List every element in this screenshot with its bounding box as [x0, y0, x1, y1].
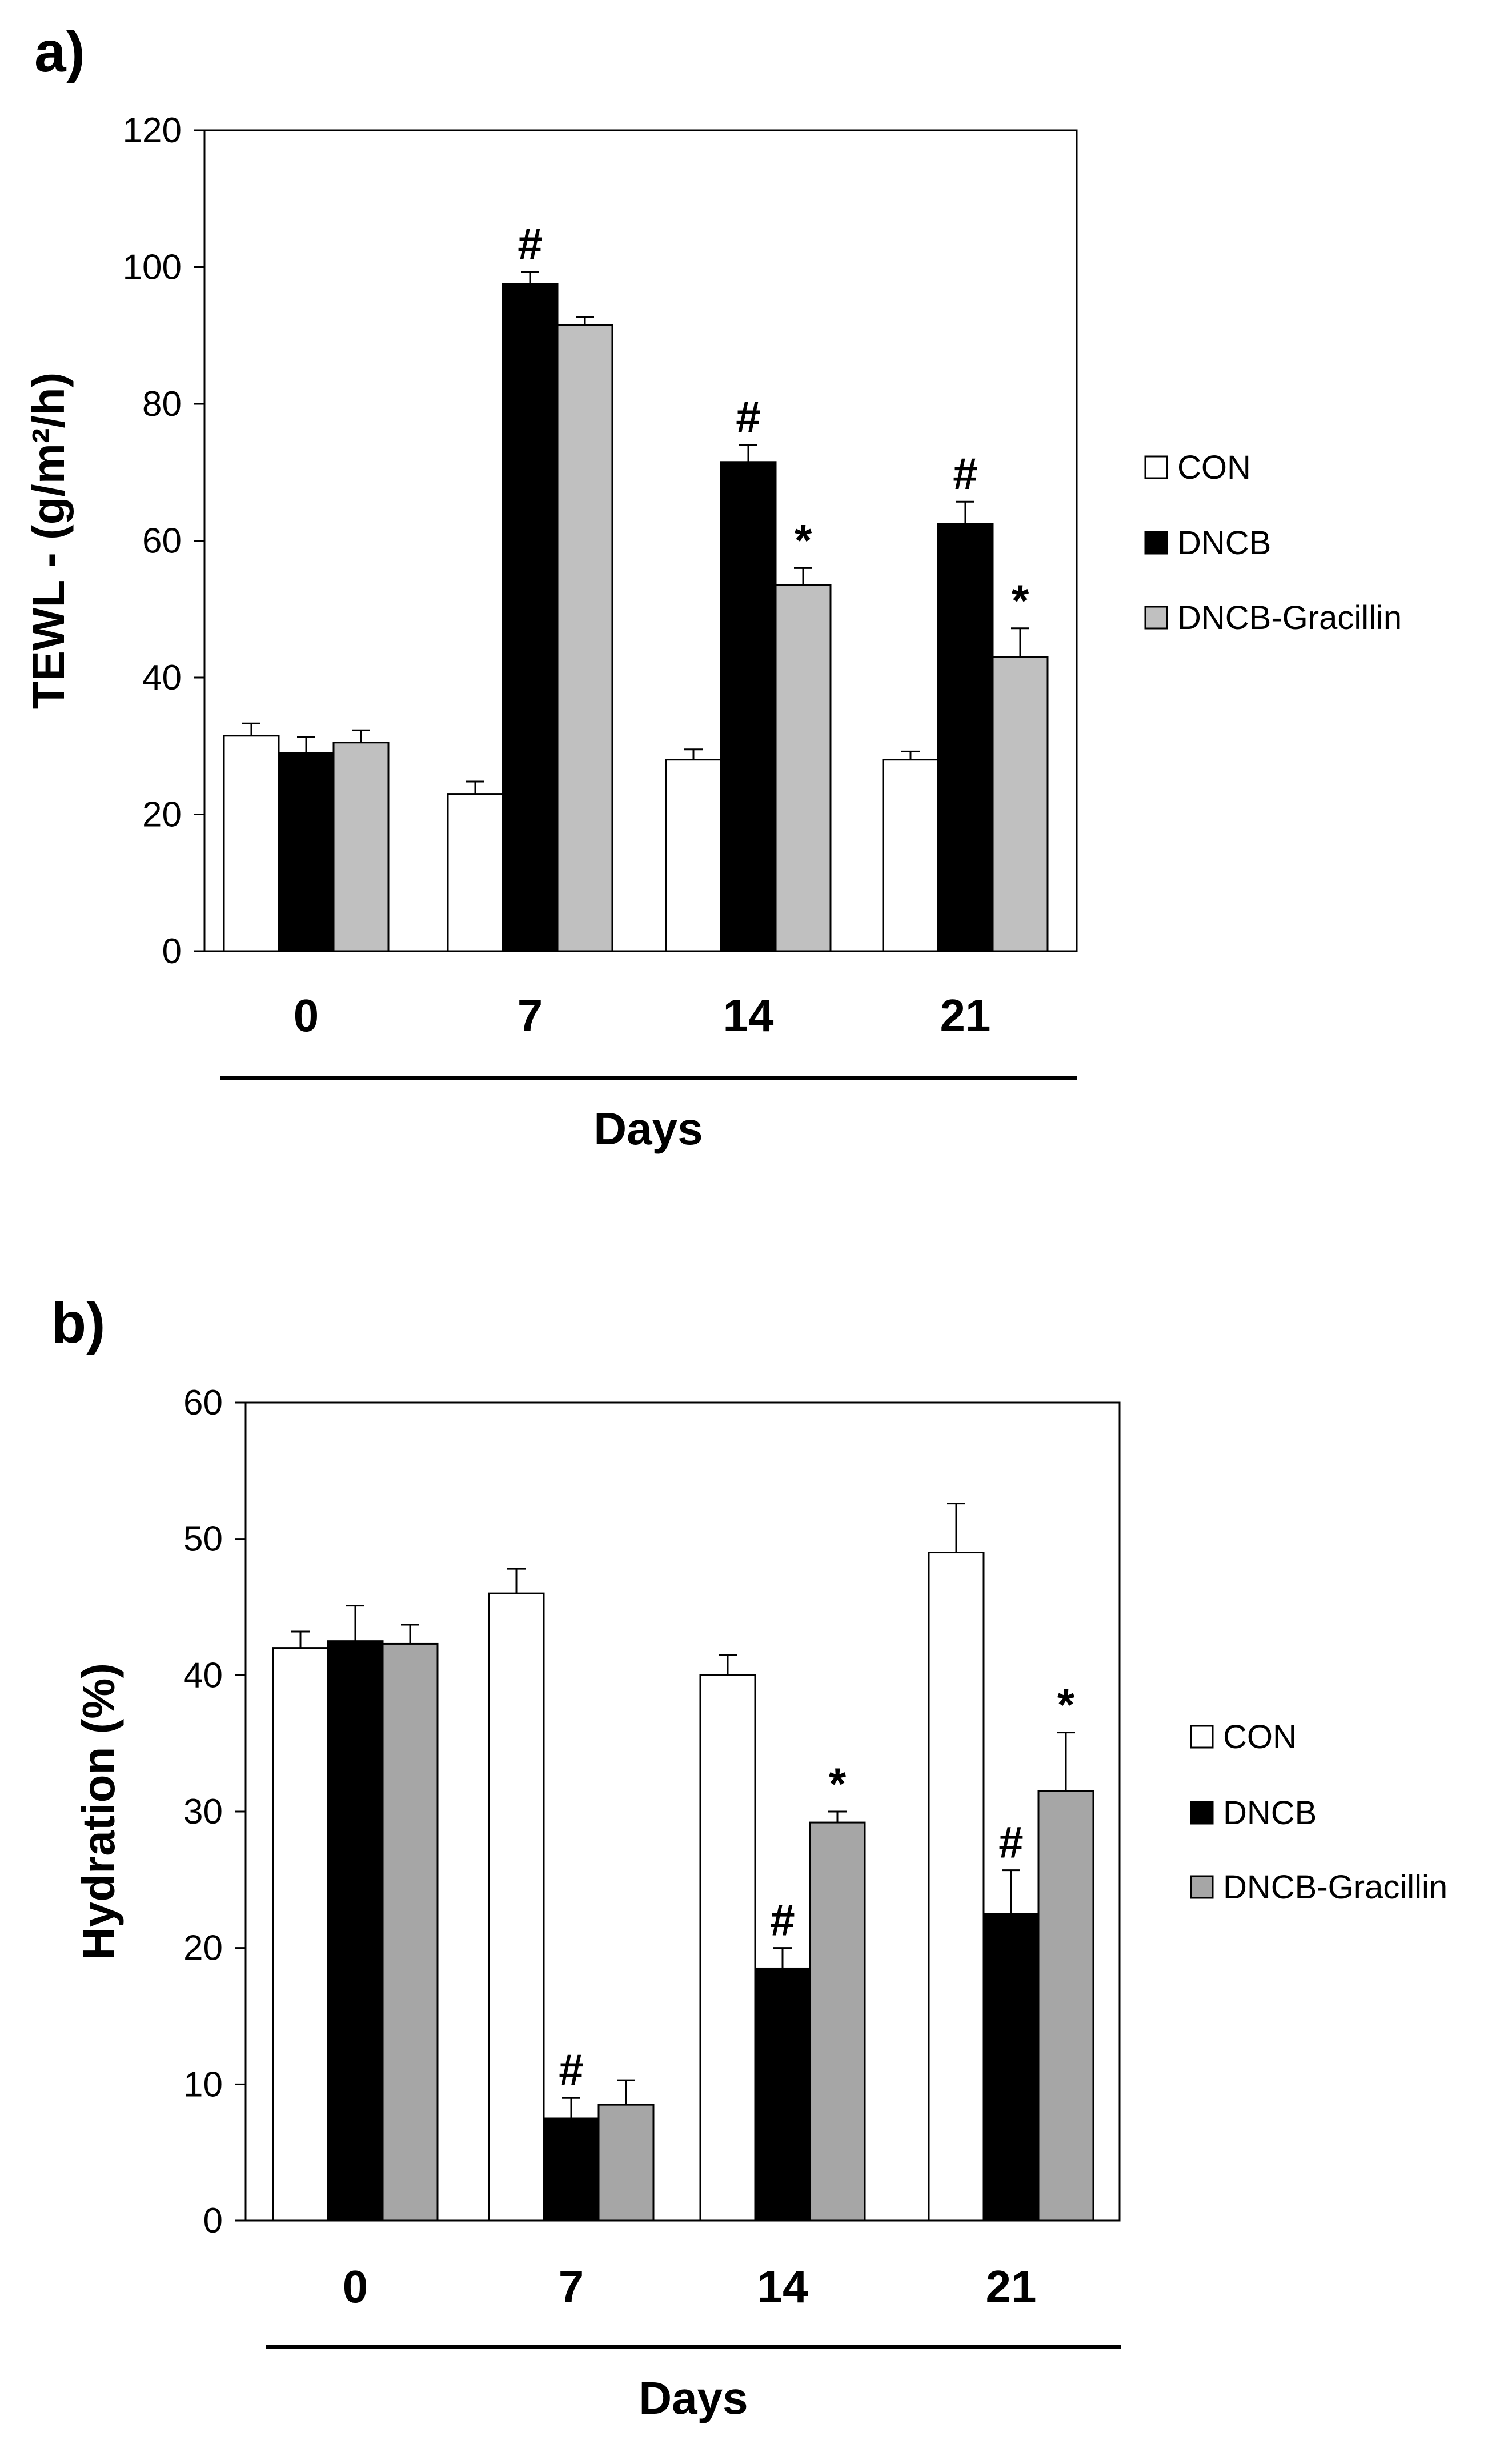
chart-b-bar-dncb-day-21	[982, 1913, 1040, 2222]
chart-b-legend-label-dncb: DNCB	[1223, 1794, 1317, 1832]
chart-a-significance-hash: #	[518, 219, 542, 269]
chart-b-bar-dncb-gracillin-day-14	[809, 1821, 866, 2222]
chart-a-significance-hash: #	[953, 448, 977, 499]
chart-a-bar-dncb-gracillin-day-14	[775, 584, 832, 952]
chart-a-y-axis-title: TEWL - (g/m²/h)	[23, 372, 74, 710]
chart-b-y-tick-label: 0	[203, 2201, 223, 2241]
chart-b-legend-swatch-dncb	[1190, 1801, 1214, 1825]
chart-a-y-tick-label: 120	[123, 111, 182, 150]
chart-a-bar-dncb-gracillin-day-0	[332, 742, 390, 952]
chart-b-x-category-label: 7	[559, 2261, 584, 2312]
chart-a-significance-asterisk: *	[795, 515, 812, 565]
chart-a-y-tick-label: 0	[162, 932, 182, 971]
chart-a-x-category-label: 0	[294, 990, 319, 1041]
chart-a-x-axis-title: Days	[593, 1103, 703, 1154]
chart-b-bar-dncb-day-14	[754, 1967, 811, 2222]
chart-b-x-category-label: 0	[343, 2261, 368, 2312]
chart-b-legend: CON DNCB DNCB-Gracillin	[1190, 1718, 1447, 1906]
chart-b: b) 0 10 20 30 40 50 60 Hydration (%) 0 #7 # * 14 # * 21 D…	[51, 1291, 1447, 2423]
chart-b-significance-hash: #	[770, 1895, 795, 1945]
chart-b-legend-swatch-con	[1190, 1725, 1214, 1749]
chart-b-bar-dncb-gracillin-day-7	[597, 2104, 655, 2222]
chart-a: a) 0 20 40 60 80 100 120 TEWL - (g/m²/h) 0 #7 # * 14 #…	[23, 20, 1402, 1154]
chart-b-bar-dncb-day-0	[327, 1640, 384, 2222]
chart-a-y-tick-label: 40	[142, 658, 182, 698]
chart-b-significance-hash: #	[559, 2045, 583, 2095]
chart-b-significance-asterisk: *	[1057, 1680, 1075, 1730]
chart-b-bar-con-day-0	[272, 1647, 329, 2222]
chart-b-y-tick-label: 50	[183, 1520, 223, 1559]
chart-b-y-tick-label: 30	[183, 1792, 223, 1832]
chart-a-y-tick-label: 60	[142, 522, 182, 561]
chart-a-legend-label-dncb-gracillin: DNCB-Gracillin	[1177, 599, 1402, 636]
chart-b-y-tick-label: 40	[183, 1656, 223, 1695]
chart-b-y-axis-title: Hydration (%)	[73, 1663, 124, 1960]
chart-b-bar-dncb-day-7	[543, 2117, 600, 2222]
chart-a-bar-dncb-day-14	[720, 461, 777, 952]
chart-b-legend-label-con: CON	[1223, 1718, 1297, 1756]
chart-a-significance-hash: #	[736, 392, 760, 442]
chart-b-bar-dncb-gracillin-day-0	[382, 1642, 439, 2222]
chart-b-y-tick-label: 10	[183, 2065, 223, 2104]
chart-a-x-category-label: 7	[518, 990, 543, 1041]
chart-b-bar-con-day-21	[928, 1552, 985, 2222]
chart-a-legend-swatch-con	[1144, 455, 1168, 479]
chart-b-legend-swatch-dncb-gracillin	[1190, 1875, 1214, 1899]
chart-a-bar-con-day-14	[665, 759, 722, 952]
chart-b-x-axis-title: Days	[639, 2373, 748, 2423]
chart-a-bar-con-day-7	[447, 793, 504, 952]
chart-a-legend-swatch-dncb-gracillin	[1144, 606, 1168, 630]
chart-a-y-tick-label: 20	[142, 795, 182, 835]
chart-b-significance-hash: #	[998, 1817, 1023, 1868]
chart-b-x-category-label: 14	[757, 2261, 808, 2312]
chart-a-legend-swatch-dncb	[1144, 531, 1168, 555]
chart-b-significance-asterisk: *	[829, 1758, 847, 1809]
chart-a-bar-dncb-day-0	[278, 752, 335, 952]
chart-b-panel-label: b)	[51, 1291, 105, 1355]
chart-a-bar-con-day-21	[882, 759, 939, 952]
chart-a-panel-label: a)	[34, 20, 85, 84]
chart-a-legend-label-con: CON	[1177, 449, 1251, 486]
chart-a-x-category-label: 21	[940, 990, 991, 1041]
chart-b-bar-con-day-14	[699, 1674, 756, 2222]
chart-b-bar-con-day-7	[488, 1592, 545, 2222]
chart-a-bar-con-day-0	[223, 735, 280, 952]
chart-a-legend-label-dncb: DNCB	[1177, 524, 1271, 562]
chart-b-y-tick-label: 60	[183, 1383, 223, 1423]
chart-a-bar-dncb-gracillin-day-7	[556, 324, 613, 952]
chart-a-y-tick-label: 100	[123, 248, 182, 287]
chart-a-y-tick-label: 80	[142, 384, 182, 424]
chart-a-bar-dncb-day-7	[502, 283, 559, 952]
chart-b-x-category-label: 21	[986, 2261, 1037, 2312]
chart-b-legend-label-dncb-gracillin: DNCB-Gracillin	[1223, 1869, 1447, 1906]
chart-b-y-tick-label: 20	[183, 1929, 223, 1968]
chart-a-significance-asterisk: *	[1012, 575, 1029, 626]
chart-a-x-category-label: 14	[723, 990, 774, 1041]
chart-b-bar-dncb-gracillin-day-21	[1037, 1790, 1094, 2222]
chart-a-legend: CON DNCB DNCB-Gracillin	[1144, 449, 1402, 636]
chart-a-bar-dncb-day-21	[937, 523, 994, 952]
chart-a-bar-dncb-gracillin-day-21	[992, 656, 1049, 952]
